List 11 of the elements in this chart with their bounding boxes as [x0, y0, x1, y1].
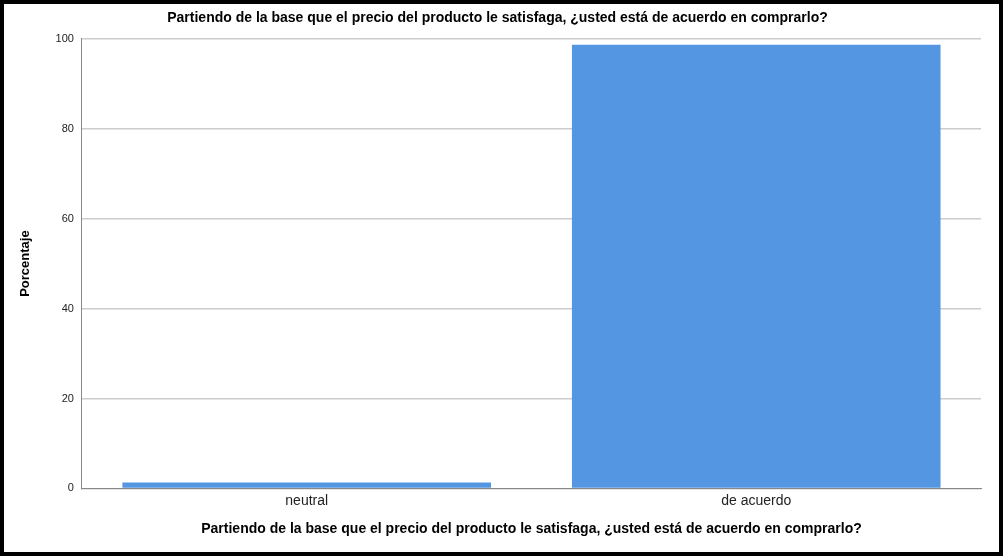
x-axis-title: Partiendo de la base que el precio del producto le satisfaga, ¿usted está de acuerdo en comprarlo?: [201, 520, 862, 537]
y-tick-label: 0: [67, 481, 74, 494]
x-tick-label: de acuerdo: [721, 491, 792, 508]
y-tick-label: 100: [55, 31, 74, 44]
chart-title: Partiendo de la base que el precio del producto le satisfaga, ¿usted está de acuerdo en comprarlo?: [167, 9, 828, 26]
y-tick-label: 20: [61, 391, 74, 404]
y-tick-label: 40: [61, 301, 74, 314]
y-tick-label: 80: [61, 121, 74, 134]
x-tick-label: neutral: [285, 491, 329, 508]
y-axis-title: Porcentaje: [17, 230, 33, 297]
y-tick-label: 60: [61, 211, 74, 224]
